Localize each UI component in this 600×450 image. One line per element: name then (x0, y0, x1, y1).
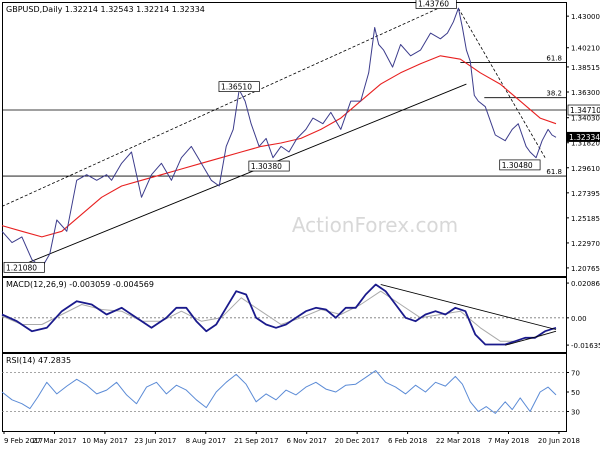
price-annotation-box (248, 160, 290, 172)
price-axis-tick-label: 1.38515 (571, 64, 600, 72)
price-axis-tick-label: 1.29610 (571, 165, 600, 173)
price-annotation-box (415, 0, 457, 9)
macd-trendline (505, 330, 557, 346)
price-annotation-label: 1.34710 (570, 106, 600, 115)
macd-axis-tick-label: 0.020861 (571, 280, 600, 288)
watermark: ActionForex.com (292, 213, 458, 237)
fibonacci-level-label: 38.2 (546, 90, 562, 98)
price-annotation-label: 1.21080 (6, 263, 37, 272)
x-tick-label: 6 Feb 2018 (388, 437, 427, 445)
price-annotation-label: 1.30480 (502, 161, 533, 170)
price-axis-tick-label: 1.31820 (571, 140, 600, 148)
price-panel-frame (2, 2, 567, 277)
price-axis-tick-label: 1.27395 (571, 190, 600, 198)
x-tick-label: 7 May 2018 (488, 437, 529, 445)
price-panel: ActionForex.com 61.8 38.2 61.8 1.43760 1.365… (1, 0, 600, 277)
price-axis-tick-label: 1.25185 (571, 215, 600, 223)
rsi-panel-frame (2, 353, 567, 432)
rsi-panel: 70 50 30 RSI(14) 47.2835 (1, 353, 580, 432)
rsi-line (1, 370, 557, 414)
chart-title: GBPUSD,Daily 1.32214 1.32543 1.32214 1.3… (6, 5, 205, 14)
current-price-marker (567, 131, 600, 142)
fibonacci-level-label: 61.8 (546, 168, 562, 176)
price-annotation-box (499, 159, 541, 171)
x-tick-label: 10 May 2017 (82, 437, 128, 445)
price-axis-tick-label: 1.34030 (571, 115, 600, 123)
x-tick-label: 9 Feb 2017 (4, 437, 43, 445)
price-axis-tick-label: 1.20765 (571, 265, 600, 273)
rsi-axis-tick-label: 30 (571, 409, 580, 417)
macd-trendline (380, 284, 557, 330)
price-annotation-box (567, 104, 600, 116)
macd-panel-frame (2, 277, 567, 353)
macd-line (1, 283, 557, 346)
x-tick-label: 20 Jun 2018 (538, 437, 580, 445)
x-tick-label: 6 Nov 2017 (287, 437, 327, 445)
price-axis-tick-label: 1.40210 (571, 45, 600, 53)
rsi-axis-tick-label: 50 (571, 389, 580, 397)
upper-trend-channel (1, 0, 458, 207)
price-annotation-label: 1.43760 (418, 0, 449, 9)
moving-average-line (1, 55, 557, 238)
down-trend-line (458, 7, 546, 158)
rsi-axis-tick-label: 70 (571, 370, 580, 378)
price-annotation-label: 1.30380 (251, 162, 282, 171)
current-price-label: 1.32334 (569, 133, 600, 142)
price-axis-tick-label: 1.43000 (571, 13, 600, 21)
price-axis-tick-label: 1.36300 (571, 89, 600, 97)
rsi-title: RSI(14) 47.2835 (6, 356, 71, 365)
price-annotation-box (218, 81, 260, 92)
x-tick-label: 27 Mar 2017 (32, 437, 76, 445)
lower-trend-channel (21, 83, 467, 266)
macd-axis-tick-label: -0.016357 (571, 342, 600, 350)
x-tick-label: 23 Jun 2017 (134, 437, 176, 445)
fibonacci-level-label: 61.8 (546, 55, 562, 63)
price-axis-tick-label: 1.22970 (571, 240, 600, 248)
price-line (1, 7, 557, 268)
macd-panel: 0.020861 0.00 -0.016357 MACD(12,26,9) -0.0… (1, 277, 600, 353)
x-tick-label: 20 Dec 2017 (335, 437, 380, 445)
x-tick-label: 22 Mar 2018 (436, 437, 480, 445)
x-tick-label: 21 Sep 2017 (234, 437, 278, 445)
macd-axis-tick-label: 0.00 (571, 315, 587, 323)
price-annotation-box (3, 261, 45, 273)
macd-title: MACD(12,26,9) -0.003059 -0.004569 (6, 280, 154, 289)
x-tick-label: 8 Aug 2017 (186, 437, 226, 445)
price-annotation-label: 1.36510 (221, 83, 252, 92)
